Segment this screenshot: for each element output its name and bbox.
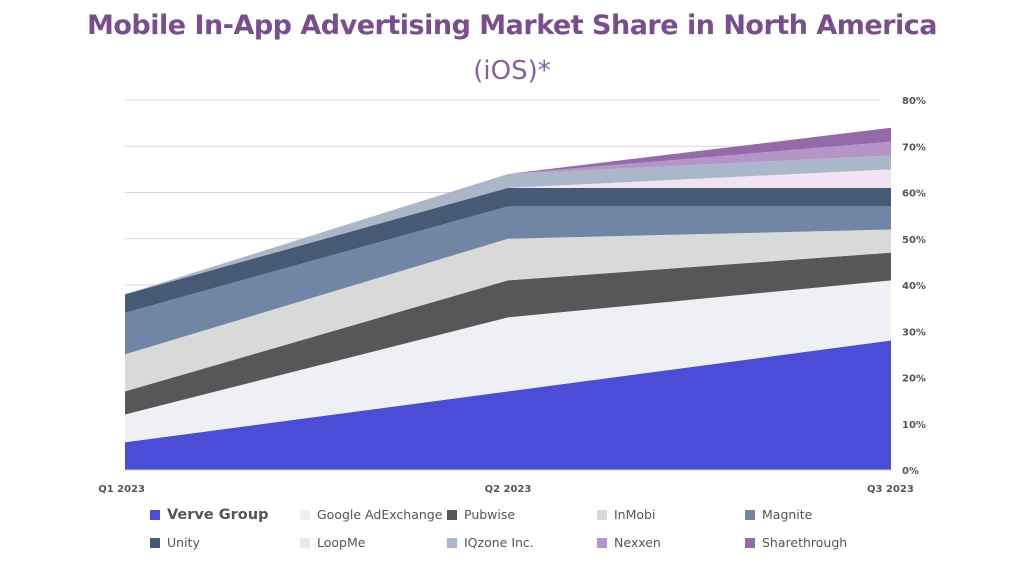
area-verve-group	[125, 340, 891, 470]
y-tick-label: 70%	[902, 142, 926, 153]
y-tick-label: 0%	[902, 466, 919, 477]
legend-swatch	[300, 537, 310, 548]
area-google-adexchange	[125, 280, 891, 443]
legend-item: Nexxen	[597, 535, 661, 550]
chart-subtitle: (iOS)*	[473, 56, 551, 86]
legend-item: Magnite	[745, 507, 812, 522]
y-tick-label: 30%	[902, 327, 926, 338]
y-tick-label: 60%	[902, 189, 926, 200]
legend-label: Nexxen	[614, 535, 661, 550]
x-tick-label: Q1 2023	[98, 484, 145, 495]
legend-swatch	[597, 537, 607, 548]
legend-label: Unity	[167, 535, 200, 550]
legend-label: Pubwise	[464, 507, 516, 522]
legend-swatch	[150, 510, 160, 520]
legend-swatch	[745, 509, 755, 520]
legend-label: Magnite	[762, 507, 813, 522]
legend-swatch	[447, 537, 457, 548]
legend-item: Unity	[150, 535, 200, 550]
legend-item: Sharethrough	[745, 535, 847, 550]
x-tick-label: Q2 2023	[485, 484, 532, 495]
y-tick-label: 50%	[902, 235, 926, 246]
y-tick-label: 10%	[902, 420, 926, 431]
area-nexxen	[125, 141, 891, 295]
y-tick-label: 20%	[902, 374, 926, 385]
legend-item: LoopMe	[300, 535, 365, 550]
legend-item: Pubwise	[447, 507, 515, 522]
area-magnite	[125, 206, 891, 355]
legend-swatch	[150, 537, 160, 548]
chart-title: Mobile In-App Advertising Market Share i…	[87, 10, 937, 41]
area-pubwise	[125, 252, 891, 415]
legend-label: Sharethrough	[762, 535, 848, 550]
legend-label: Verve Group	[167, 507, 269, 523]
y-tick-label: 40%	[902, 281, 926, 292]
legend-label: LoopMe	[317, 535, 366, 550]
area-unity	[125, 187, 891, 313]
legend-item: IQzone Inc.	[447, 535, 534, 550]
legend-item: InMobi	[597, 507, 655, 522]
legend-swatch	[300, 509, 310, 520]
legend-swatch	[745, 537, 755, 548]
area-iqzone-inc-	[125, 155, 891, 295]
legend-label: InMobi	[614, 507, 656, 522]
legend-item: Google AdExchange	[300, 507, 442, 522]
area-inmobi	[125, 229, 891, 392]
legend-label: IQzone Inc.	[464, 535, 534, 550]
legend-swatch	[447, 509, 457, 520]
legend-item: Verve Group	[150, 507, 268, 523]
legend-label: Google AdExchange	[317, 507, 443, 522]
area-loopme	[125, 169, 891, 295]
y-tick-label: 80%	[902, 96, 926, 107]
area-sharethrough	[125, 127, 891, 295]
legend-swatch	[597, 509, 607, 520]
x-tick-label: Q3 2023	[867, 484, 914, 495]
